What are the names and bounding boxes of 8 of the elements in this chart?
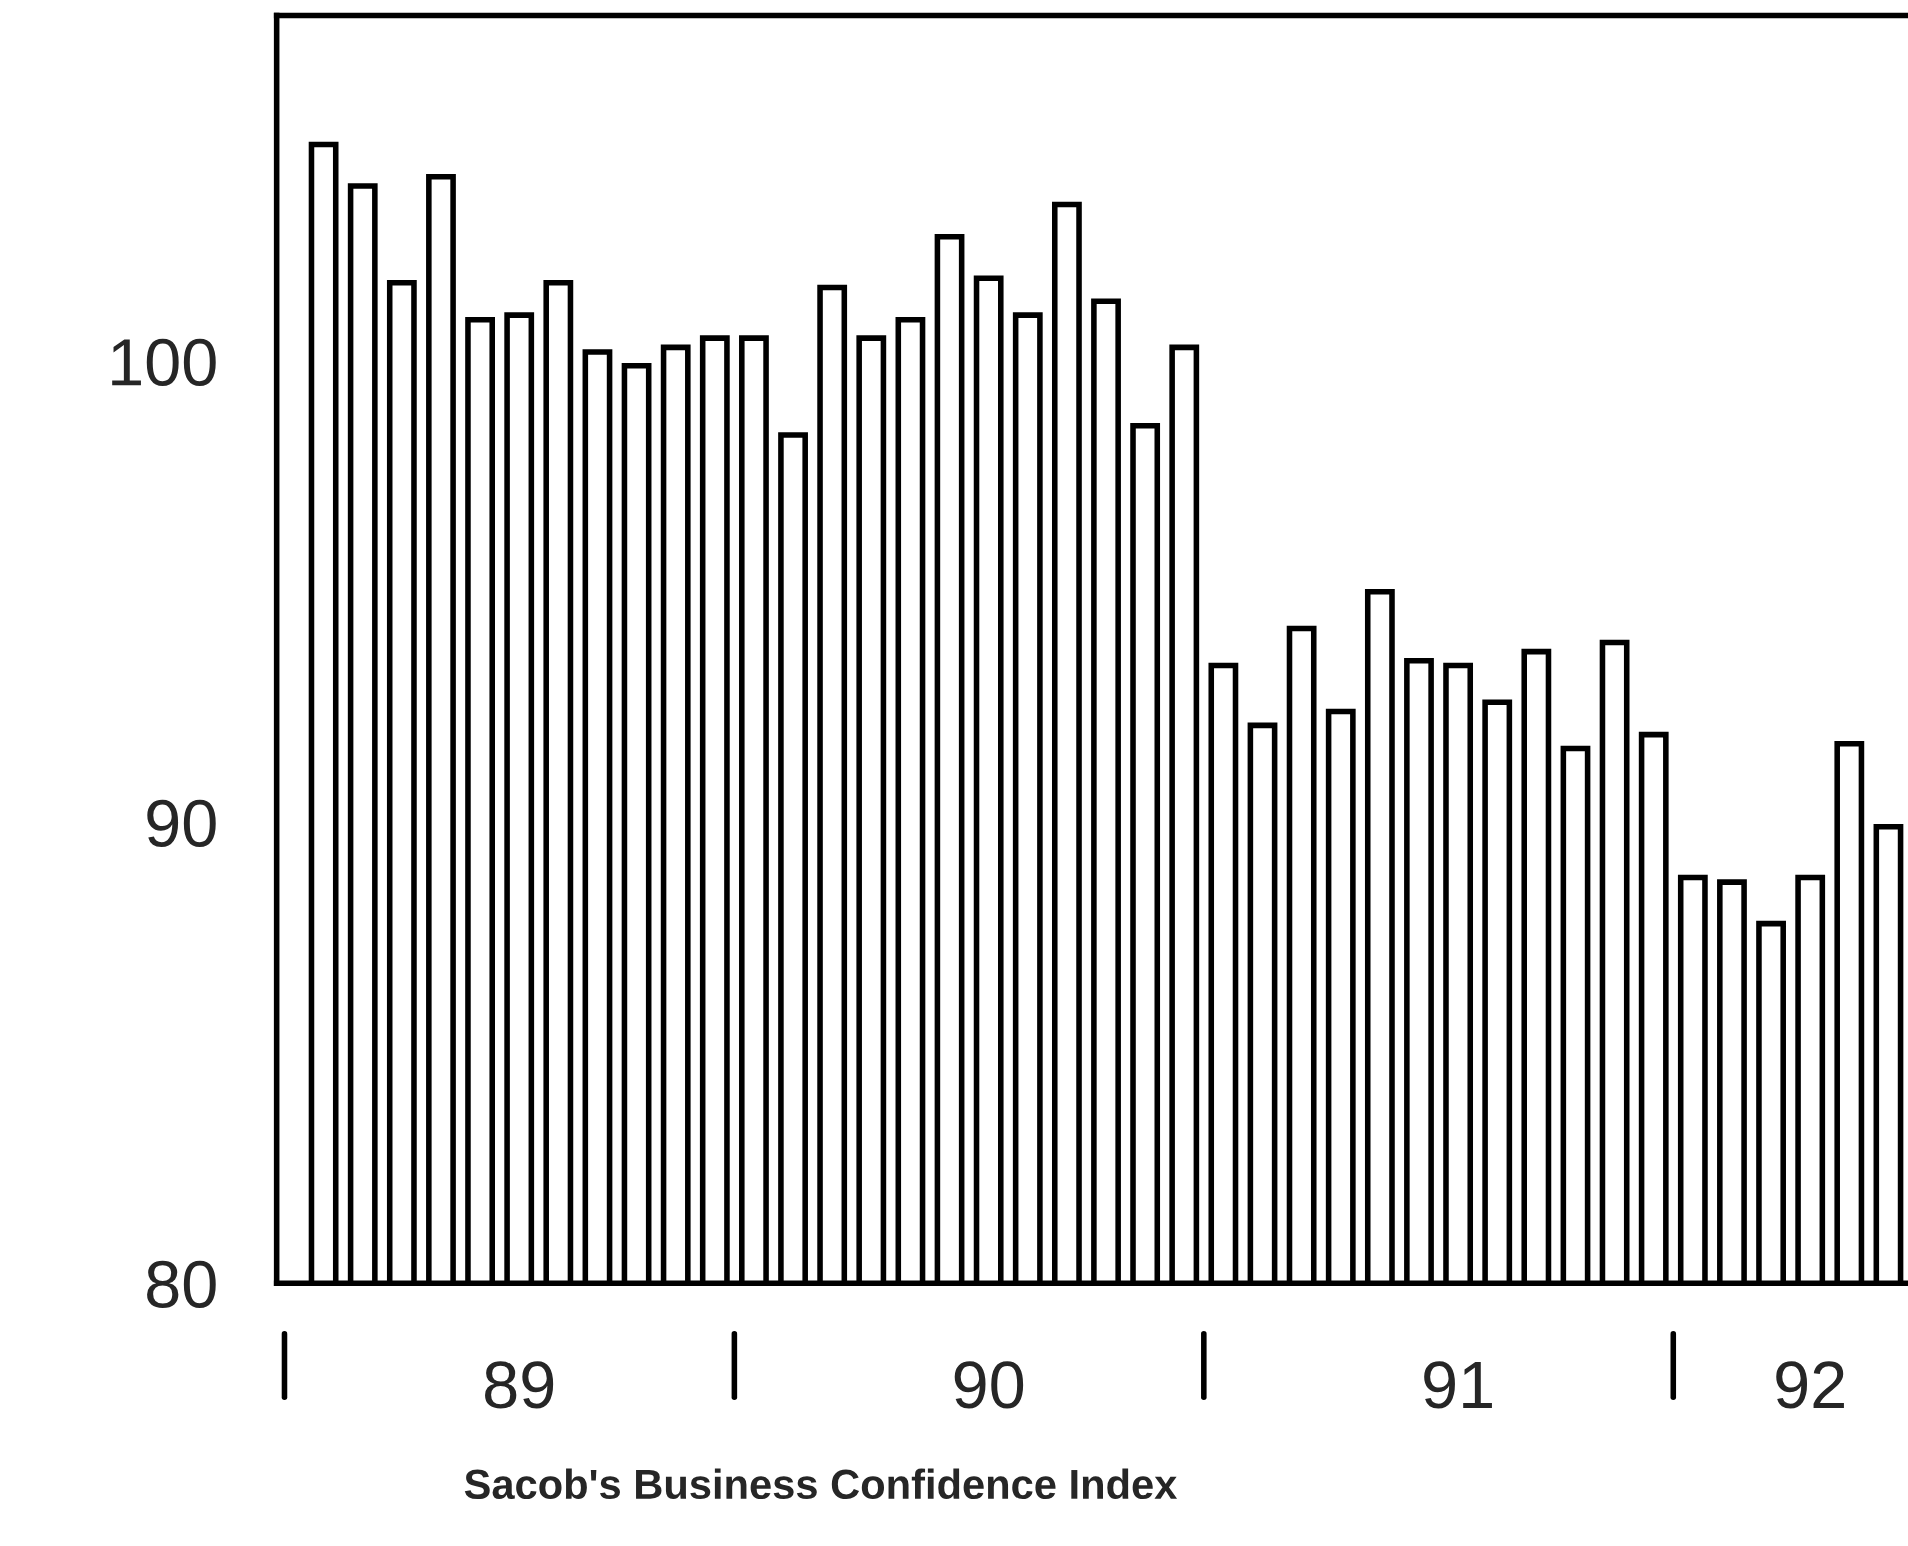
x-tick-label: 92 <box>1776 1361 1844 1409</box>
text: Sacob's Business Confidence Index <box>464 1468 1178 1500</box>
y-tick-label: 100 <box>112 338 216 387</box>
y-tick-label: 90 <box>147 799 216 847</box>
x-tick-label: 90 <box>954 1361 1024 1409</box>
x-tick-label: 89 <box>485 1361 554 1409</box>
x-tick-label: 91 <box>1424 1361 1492 1409</box>
y-tick-label: 80 <box>147 1260 216 1308</box>
